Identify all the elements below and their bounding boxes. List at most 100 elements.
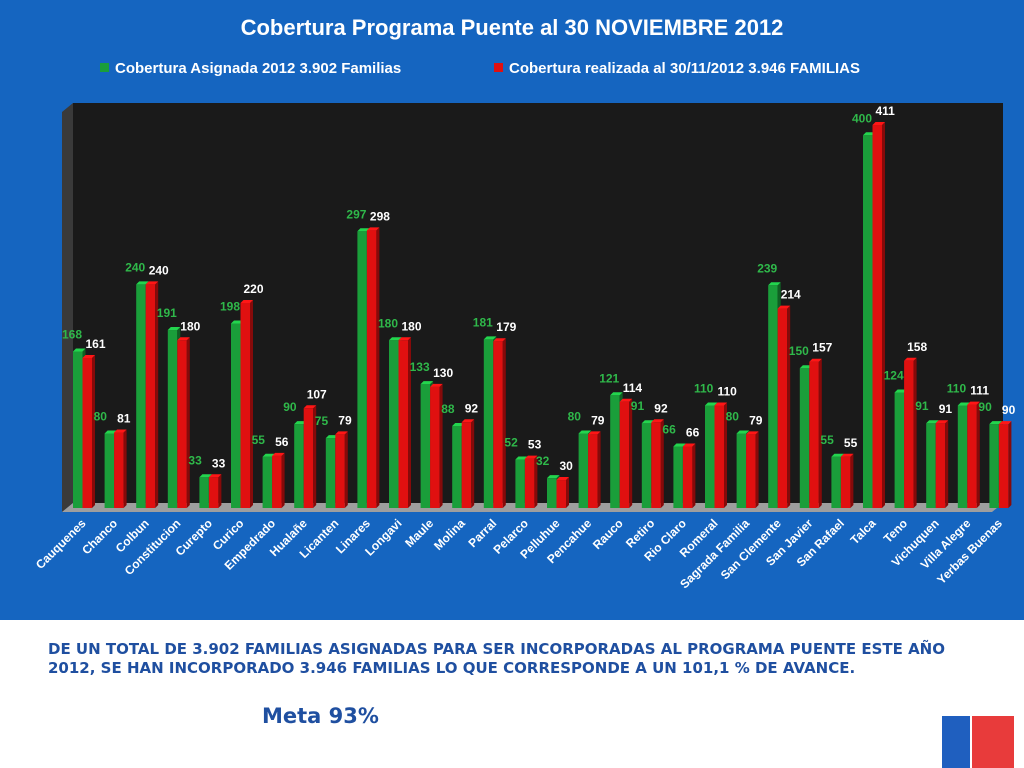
bar-realizada-0 — [82, 354, 95, 508]
value-label-asignada-28: 110 — [947, 382, 967, 396]
value-label-asignada-12: 88 — [441, 402, 455, 416]
bar-realizada-5 — [240, 300, 253, 508]
value-label-asignada-1: 80 — [94, 409, 108, 423]
value-label-asignada-22: 239 — [757, 261, 777, 275]
value-label-realizada-4: 33 — [212, 456, 226, 470]
value-label-asignada-0: 168 — [62, 327, 82, 341]
value-label-asignada-23: 150 — [789, 344, 809, 358]
value-label-realizada-8: 79 — [338, 413, 352, 427]
bar-realizada-14 — [524, 455, 538, 508]
bar-realizada-1 — [114, 429, 127, 508]
value-label-asignada-19: 66 — [662, 423, 676, 437]
bar-realizada-26 — [904, 357, 917, 508]
bar-realizada-11 — [430, 383, 443, 508]
category-label-1: Chanco — [79, 516, 120, 557]
government-logo — [942, 716, 1014, 768]
value-label-asignada-6: 55 — [252, 433, 266, 447]
value-label-realizada-10: 180 — [402, 319, 422, 333]
value-label-realizada-16: 79 — [591, 413, 605, 427]
bar-realizada-17 — [619, 398, 633, 508]
value-label-realizada-23: 157 — [812, 341, 832, 355]
value-label-realizada-20: 110 — [718, 385, 738, 399]
bar-realizada-23 — [809, 358, 822, 508]
value-label-asignada-18: 91 — [631, 399, 645, 413]
value-label-realizada-28: 111 — [970, 384, 989, 398]
value-label-asignada-27: 91 — [915, 399, 929, 413]
legend-label-realizada: Cobertura realizada al 30/11/2012 3.946 … — [509, 60, 860, 77]
bar-realizada-27 — [935, 420, 949, 508]
bar-chart: Cobertura Programa Puente al 30 NOVIEMBR… — [33, 15, 1016, 591]
value-label-realizada-5: 220 — [244, 282, 264, 296]
category-label-11: Maule — [402, 516, 436, 550]
category-label-17: Rauco — [590, 516, 626, 552]
value-label-asignada-8: 75 — [315, 414, 329, 428]
bar-realizada-22 — [777, 305, 791, 508]
value-label-realizada-2: 240 — [149, 263, 169, 277]
bar-realizada-9 — [366, 227, 380, 508]
value-label-realizada-0: 161 — [86, 337, 106, 351]
bar-realizada-10 — [398, 337, 411, 508]
legend: Cobertura Asignada 2012 3.902 Familias C… — [100, 60, 860, 77]
value-label-realizada-3: 180 — [180, 319, 200, 333]
category-label-25: Talca — [848, 516, 879, 547]
category-labels-group: CauquenesChancoColbunConstitucionCurepto… — [33, 516, 1005, 591]
value-label-asignada-9: 297 — [346, 207, 366, 221]
bar-realizada-3 — [177, 337, 190, 508]
value-label-asignada-5: 198 — [220, 300, 240, 314]
bar-realizada-13 — [493, 338, 506, 508]
chart-panel: Cobertura Programa Puente al 30 NOVIEMBR… — [0, 0, 1024, 620]
bar-realizada-2 — [145, 281, 159, 508]
value-label-realizada-24: 55 — [844, 436, 858, 450]
legend-label-asignada: Cobertura Asignada 2012 3.902 Familias — [115, 60, 401, 77]
bar-realizada-25 — [872, 122, 885, 508]
value-label-asignada-29: 90 — [978, 400, 992, 414]
bar-realizada-12 — [461, 419, 475, 508]
category-label-12: Molina — [431, 516, 468, 553]
value-label-asignada-17: 121 — [599, 371, 619, 385]
bar-realizada-7 — [303, 405, 317, 508]
value-label-asignada-2: 240 — [125, 260, 145, 274]
value-label-asignada-3: 191 — [157, 306, 177, 320]
plot-side-wall — [62, 103, 73, 512]
bar-realizada-16 — [588, 431, 601, 508]
value-label-realizada-17: 114 — [623, 381, 643, 395]
value-label-realizada-25: 411 — [876, 104, 896, 118]
value-label-realizada-1: 81 — [117, 412, 131, 426]
value-label-asignada-24: 55 — [820, 433, 834, 447]
value-label-realizada-21: 79 — [749, 413, 763, 427]
bar-realizada-18 — [651, 419, 664, 508]
bars-group — [73, 122, 1012, 509]
value-label-realizada-12: 92 — [465, 401, 479, 415]
bar-realizada-20 — [714, 402, 727, 508]
bar-realizada-6 — [272, 452, 285, 508]
value-label-asignada-21: 80 — [726, 409, 740, 423]
value-label-realizada-19: 66 — [686, 426, 700, 440]
value-label-asignada-10: 180 — [378, 316, 398, 330]
bar-realizada-28 — [967, 401, 980, 508]
value-label-realizada-9: 298 — [370, 209, 390, 223]
value-label-asignada-11: 133 — [410, 360, 430, 374]
legend-swatch-asignada — [100, 63, 109, 72]
bar-realizada-4 — [208, 474, 222, 508]
value-label-realizada-22: 214 — [781, 288, 801, 302]
value-label-realizada-27: 91 — [939, 402, 953, 416]
logo-blue-stripe — [942, 716, 970, 768]
logo-red-stripe — [972, 716, 1014, 768]
bar-realizada-8 — [335, 431, 348, 508]
goal-text: Meta 93% — [262, 704, 379, 728]
category-label-0: Cauquenes — [33, 516, 89, 572]
bar-realizada-29 — [998, 421, 1012, 508]
value-label-asignada-4: 33 — [188, 453, 202, 467]
value-label-realizada-6: 56 — [275, 435, 289, 449]
value-label-realizada-15: 30 — [560, 459, 574, 473]
value-label-asignada-7: 90 — [283, 400, 297, 414]
summary-text: DE UN TOTAL DE 3.902 FAMILIAS ASIGNADAS … — [48, 640, 945, 677]
value-label-realizada-14: 53 — [528, 438, 542, 452]
value-label-realizada-29: 90 — [1002, 403, 1016, 417]
chart-title: Cobertura Programa Puente al 30 NOVIEMBR… — [241, 15, 784, 40]
value-label-realizada-18: 92 — [654, 401, 668, 415]
bar-realizada-24 — [840, 453, 854, 508]
value-label-realizada-26: 158 — [907, 340, 927, 354]
value-label-asignada-20: 110 — [694, 382, 714, 396]
